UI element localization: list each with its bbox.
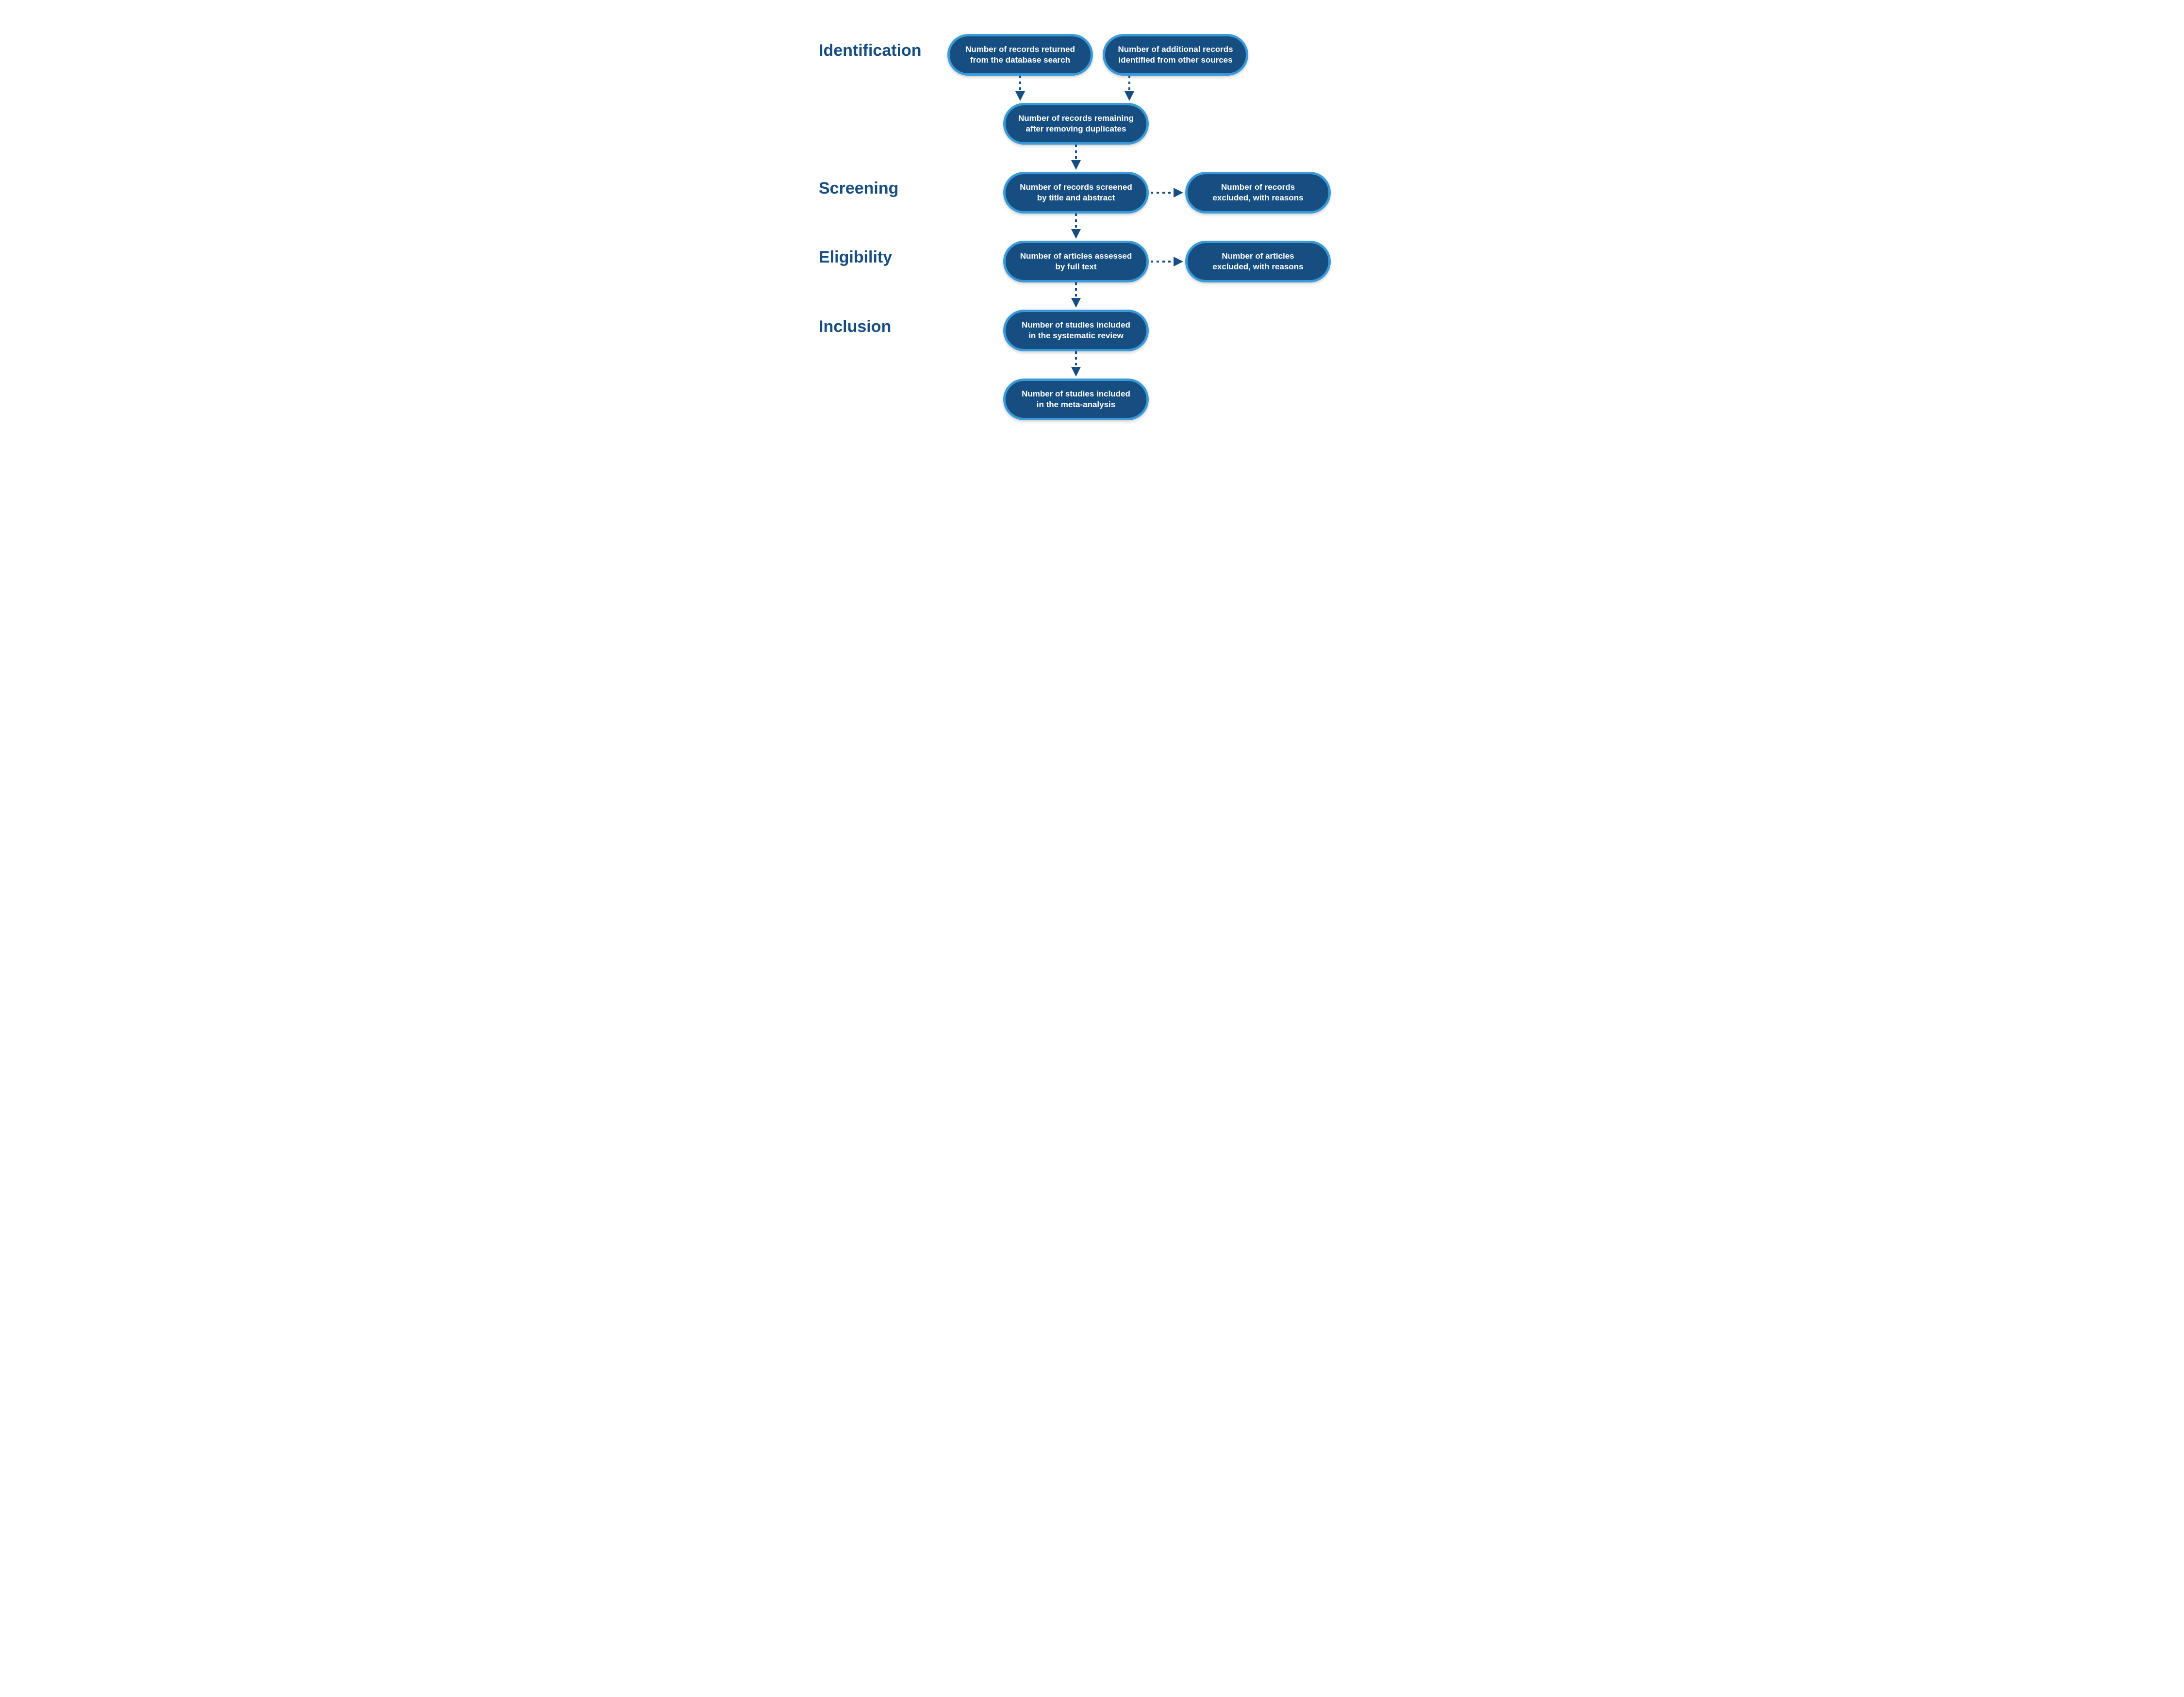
node-text-line: by title and abstract [1037,193,1115,202]
node-text-line: Number of records screened [1020,182,1132,192]
phase-label-identification: Identification [819,42,922,60]
node-text-line: from the database search [970,55,1070,65]
node-records-excluded: Number of records excluded, with reasons [1185,172,1331,214]
node-text-line: Number of records remaining [1018,114,1134,123]
node-other-sources: Number of additional records identified … [1103,34,1248,76]
node-text-line: in the meta-analysis [1037,400,1116,409]
node-text-line: Number of articles assessed [1020,251,1132,261]
node-db-search: Number of records returned from the data… [947,34,1093,76]
node-text-line: by full text [1055,262,1096,271]
node-text-line: in the systematic review [1028,331,1124,340]
node-text-line: Number of studies included [1022,320,1130,330]
node-included-meta: Number of studies included in the meta-a… [1003,379,1149,420]
node-included-review: Number of studies included in the system… [1003,310,1149,351]
node-dedup: Number of records remaining after removi… [1003,103,1149,145]
node-text-line: excluded, with reasons [1212,262,1303,271]
node-text-line: Number of records [1221,182,1295,192]
node-text-line: excluded, with reasons [1212,193,1303,202]
node-fulltext: Number of articles assessed by full text [1003,241,1149,282]
node-text-line: identified from other sources [1118,55,1232,65]
phase-label-eligibility: Eligibility [819,248,892,266]
node-screened: Number of records screened by title and … [1003,172,1149,214]
node-text-line: after removing duplicates [1026,124,1126,133]
prisma-flowchart: Identification Screening Eligibility Inc… [780,0,1404,485]
node-text-line: Number of additional records [1118,45,1233,54]
phase-label-inclusion: Inclusion [819,318,891,336]
node-text-line: Number of records returned [965,45,1075,54]
node-text-line: Number of studies included [1022,389,1130,398]
node-articles-excluded: Number of articles excluded, with reason… [1185,241,1331,282]
node-text-line: Number of articles [1222,251,1294,261]
phase-label-screening: Screening [819,180,898,198]
